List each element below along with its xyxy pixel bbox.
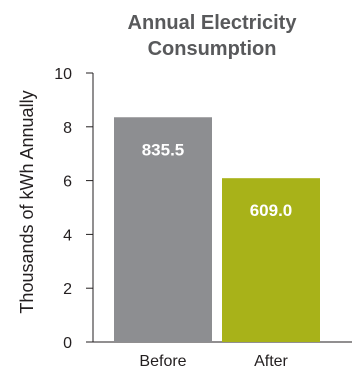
chart-title: Annual Electricity Consumption <box>128 12 298 60</box>
y-tick-label: 6 <box>63 174 72 191</box>
bar-before <box>114 117 212 342</box>
tick-labels: 0 2 4 6 8 10 Before After <box>54 66 288 370</box>
x-tick-label: After <box>254 353 288 370</box>
chart-title-line-2: Consumption <box>148 38 277 60</box>
y-tick-label: 0 <box>63 335 72 352</box>
y-axis-label: Thousands of kWh Annually <box>17 90 37 313</box>
y-tick-label: 4 <box>63 227 72 244</box>
x-tick-label: Before <box>139 353 186 370</box>
bar-value-label: 609.0 <box>250 201 293 220</box>
y-tick-label: 10 <box>54 66 72 83</box>
bars: 835.5 609.0 <box>114 117 320 342</box>
y-tick-label: 8 <box>63 120 72 137</box>
bar-after <box>222 178 320 342</box>
y-tick-label: 2 <box>63 281 72 298</box>
bar-value-label: 835.5 <box>142 140 185 159</box>
chart-title-line-1: Annual Electricity <box>128 12 298 34</box>
